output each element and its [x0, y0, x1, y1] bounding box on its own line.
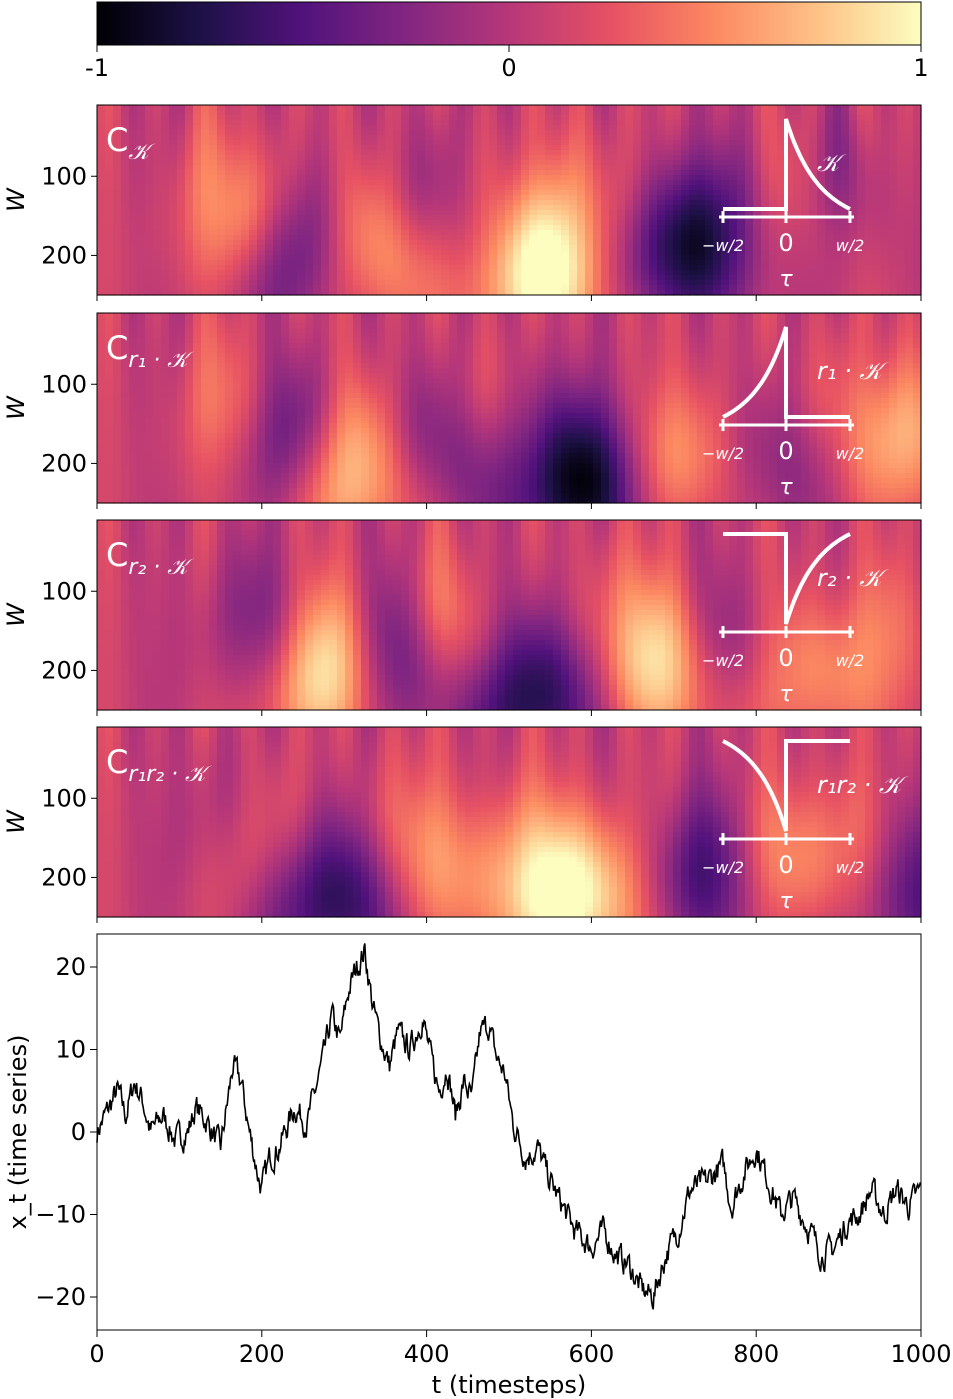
heatmap-y-tick-label: 200 [41, 656, 87, 684]
kernel-inset-curve [722, 326, 850, 419]
y-tick-label: 10 [55, 1036, 86, 1064]
x-tick-label: 200 [239, 1340, 285, 1368]
heatmap-cells [97, 105, 922, 296]
kernel-inset-curve [723, 532, 851, 625]
colorbar-tick-label: -1 [85, 54, 109, 82]
y-tick-label: 20 [55, 953, 86, 981]
colorbar-gradient [96, 1, 922, 46]
time-series-axes-frame [96, 933, 922, 1331]
time-series-x-label: t (timesteps) [432, 1371, 586, 1399]
heatmap-y-label: W [2, 395, 30, 420]
kernel-inset-label: r₁ · 𝒦 [817, 357, 889, 385]
heatmap-y-tick-label: 100 [41, 162, 87, 190]
kernel-inset-label: r₂ · 𝒦 [817, 564, 889, 592]
heatmap-y-tick-label: 200 [41, 241, 87, 269]
kernel-inset-axis-label: τ [779, 267, 793, 292]
heatmap-frame [96, 312, 922, 504]
kernel-inset-tick-label: 0 [778, 644, 793, 672]
kernel-inset-tick-label: −w/2 [702, 858, 744, 877]
time-series-line [96, 943, 922, 1310]
x-tick-label: 1000 [890, 1340, 951, 1368]
kernel-inset-tick-label: −w/2 [702, 444, 744, 463]
heatmap-y-label: W [2, 809, 30, 834]
time-series-chart: 0 200 400 600 800 1000 −20 −10 0 10 20 t (timeste… [4, 933, 952, 1399]
kernel-inset-curve [722, 739, 850, 832]
heatmap-y-tick-label: 100 [41, 784, 87, 812]
heatmap-y-tick-label: 200 [41, 449, 87, 477]
kernel-inset-label: r₁r₂ · 𝒦 [817, 771, 909, 799]
x-tick-label: 400 [404, 1340, 450, 1368]
kernel-inset-tick-label: −w/2 [702, 651, 744, 670]
kernel-inset: −w/2 0 w/2 τ r₁ · 𝒦 [702, 326, 889, 500]
kernel-inset-tick-label: w/2 [836, 858, 865, 877]
time-series-y-label: x_t (time series) [4, 1035, 32, 1230]
time-series-x-ticks: 0 200 400 600 800 1000 [89, 1330, 952, 1368]
kernel-inset: −w/2 0 w/2 τ r₁r₂ · 𝒦 [702, 739, 909, 914]
heatmap-y-tick-label: 100 [41, 370, 87, 398]
kernel-inset-tick-label: w/2 [836, 444, 865, 463]
kernel-inset-tick-label: 0 [778, 229, 793, 257]
heatmap-y-label: W [2, 187, 30, 212]
heatmap-cells [97, 520, 922, 711]
heatmap-panel: 100 200 W Cr₁r₂ · 𝒦 −w/2 0 w/2 τ r₁r₂ · 𝒦 [2, 726, 922, 923]
heatmap-cells [97, 313, 922, 504]
heatmap-panel: 100 200 W Cr₂ · 𝒦 −w/2 0 w/2 τ r₂ · 𝒦 [2, 519, 922, 716]
kernel-inset-tick-label: w/2 [836, 236, 865, 255]
kernel-inset-tick-label: 0 [778, 437, 793, 465]
heatmap-frame [96, 726, 922, 918]
x-tick-label: 0 [89, 1340, 104, 1368]
y-tick-label: −20 [35, 1283, 86, 1311]
time-series-y-ticks: −20 −10 0 10 20 [35, 953, 97, 1311]
x-tick-label: 600 [568, 1340, 614, 1368]
heatmap-title: Cr₁ · 𝒦 [106, 329, 194, 373]
kernel-inset-tick-label: 0 [778, 851, 793, 879]
kernel-inset-tick-label: −w/2 [702, 236, 744, 255]
kernel-inset-axis-label: τ [779, 475, 793, 500]
kernel-inset-tick-label: w/2 [836, 651, 865, 670]
heatmap-y-tick-label: 100 [41, 577, 87, 605]
heatmap-panel: 100 200 W Cr₁ · 𝒦 −w/2 0 w/2 τ r₁ · 𝒦 [2, 312, 922, 509]
kernel-inset-axis-label: τ [779, 889, 793, 914]
heatmap-title: Cr₂ · 𝒦 [106, 536, 194, 580]
heatmap-y-tick-label: 200 [41, 863, 87, 891]
kernel-inset-axis-label: τ [779, 682, 793, 707]
colorbar-ticks: -1 0 1 [85, 45, 929, 82]
colorbar: -1 0 1 [85, 1, 929, 82]
heatmap-cells [97, 727, 922, 918]
y-tick-label: −10 [35, 1201, 86, 1229]
heatmap-frame [96, 104, 922, 296]
heatmap-title: Cr₁r₂ · 𝒦 [106, 743, 212, 787]
colorbar-tick-label: 1 [913, 54, 928, 82]
heatmap-frame [96, 519, 922, 711]
heatmap-y-label: W [2, 602, 30, 627]
kernel-inset: −w/2 0 w/2 τ r₂ · 𝒦 [702, 532, 889, 707]
x-tick-label: 800 [733, 1340, 779, 1368]
y-tick-label: 0 [71, 1118, 86, 1146]
kernel-inset-curve [723, 118, 851, 211]
colorbar-tick-label: 0 [501, 54, 516, 82]
